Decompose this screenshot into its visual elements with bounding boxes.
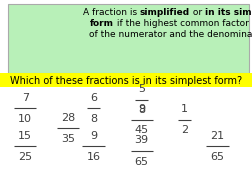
Text: 65: 65: [134, 157, 148, 167]
Text: if the highest common factor (HCF): if the highest common factor (HCF): [113, 19, 252, 28]
Text: A fraction is: A fraction is: [83, 8, 139, 17]
Text: 16: 16: [86, 152, 100, 162]
Text: 8: 8: [138, 105, 145, 116]
Text: form: form: [89, 19, 113, 28]
Text: 65: 65: [210, 152, 224, 162]
Text: 35: 35: [61, 134, 75, 144]
Text: 7: 7: [22, 93, 29, 103]
Text: Which of these fractions is in its simplest form?: Which of these fractions is in its simpl…: [10, 76, 242, 86]
Text: 10: 10: [18, 114, 32, 124]
Text: of the numerator and the denominator is 1: of the numerator and the denominator is …: [88, 29, 252, 39]
Text: in its simplest: in its simplest: [204, 8, 252, 17]
Text: 28: 28: [61, 112, 75, 123]
Text: 8: 8: [90, 114, 97, 124]
Text: 39: 39: [134, 135, 148, 145]
Text: or: or: [189, 8, 204, 17]
Text: 1: 1: [180, 104, 187, 114]
Text: 21: 21: [210, 131, 224, 141]
Text: 45: 45: [134, 125, 148, 135]
Text: 9: 9: [90, 131, 97, 141]
Text: 9: 9: [138, 104, 145, 114]
Bar: [0, 73, 252, 87]
Text: 15: 15: [18, 131, 32, 141]
Text: 25: 25: [18, 152, 32, 162]
Text: 2: 2: [180, 125, 187, 135]
Text: 5: 5: [138, 84, 145, 94]
Text: 6: 6: [90, 93, 97, 103]
Text: simplified: simplified: [139, 8, 189, 17]
Bar: [8, 4, 248, 73]
